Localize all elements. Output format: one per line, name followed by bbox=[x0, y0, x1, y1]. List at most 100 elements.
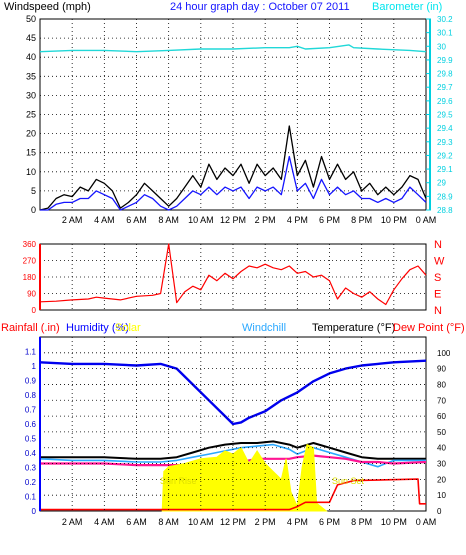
panel-wind-series bbox=[39, 44, 427, 211]
x-tick-label: 12 PM bbox=[220, 215, 246, 225]
panel-weather-axes: 0 0.1 0.2 0.3 0.4 0.5 0.6 0.7 0.8 0.9 1 1.1 0 10 20 30 4… bbox=[25, 337, 451, 527]
y2-tick-label: 29.6 bbox=[437, 97, 453, 106]
x-tick-label: 2 PM bbox=[255, 517, 276, 527]
series-wind-direction bbox=[39, 243, 427, 306]
series-solar bbox=[161, 443, 328, 512]
y-tick-label: 0.9 bbox=[25, 377, 37, 386]
series-barometer bbox=[39, 44, 427, 53]
panel-direction-series bbox=[39, 243, 427, 306]
y-tick-label: 0 bbox=[31, 205, 36, 215]
y-tick-label: 5 bbox=[31, 186, 36, 196]
x-tick-label: 6 PM bbox=[319, 517, 340, 527]
x-tick-label: 8 PM bbox=[351, 215, 372, 225]
y-tick-label: 0.3 bbox=[25, 464, 37, 473]
series-temperature-f bbox=[40, 440, 426, 460]
y2-tick-label: 60 bbox=[437, 412, 446, 421]
x-tick-label: 0 AM bbox=[416, 215, 437, 225]
y-tick-label: 0.7 bbox=[25, 406, 37, 415]
y2-tick-label: 29.7 bbox=[437, 83, 453, 92]
y2-tick-label: 50 bbox=[437, 428, 446, 437]
x-tick-label: 6 AM bbox=[126, 517, 147, 527]
y-tick-label: 0.4 bbox=[25, 449, 37, 458]
series-rainfall-in bbox=[40, 478, 426, 511]
annotation-sun-rise: Sun Rise bbox=[160, 476, 197, 486]
y2-tick-label: 30.1 bbox=[437, 29, 453, 38]
y-tick-label: 0.2 bbox=[25, 478, 37, 487]
panel-direction-grid bbox=[40, 244, 426, 310]
y-tick-label: 360 bbox=[23, 240, 37, 249]
y2-tick-label: 100 bbox=[437, 349, 451, 358]
y2-tick-label: 10 bbox=[437, 491, 446, 500]
y2-tick-label: 29.8 bbox=[437, 70, 453, 79]
y2-tick-label: 80 bbox=[437, 380, 446, 389]
y-tick-label: 90 bbox=[27, 290, 36, 299]
x-tick-label: 4 PM bbox=[287, 215, 308, 225]
x-tick-label: 6 PM bbox=[319, 215, 340, 225]
x-tick-label: 10 AM bbox=[188, 215, 214, 225]
y2-tick-label: 29.2 bbox=[437, 151, 453, 160]
x-tick-label: 2 AM bbox=[62, 517, 83, 527]
compass-label: N bbox=[434, 239, 442, 251]
y2-tick-label: 29.4 bbox=[437, 124, 453, 133]
y-tick-label: 10 bbox=[26, 167, 36, 177]
y-tick-label: 30 bbox=[26, 90, 36, 100]
panel-weather-grid bbox=[40, 337, 426, 511]
series-humidity bbox=[39, 359, 427, 426]
compass-label: N bbox=[434, 305, 442, 317]
legend-rainfall: Rainfall (.in) bbox=[1, 322, 60, 334]
x-tick-label: 10 PM bbox=[381, 517, 407, 527]
x-tick-label: 0 AM bbox=[416, 517, 437, 527]
x-tick-label: 10 PM bbox=[381, 215, 407, 225]
x-tick-label: 10 AM bbox=[188, 517, 214, 527]
y-tick-label: 15 bbox=[26, 148, 36, 158]
y2-tick-label: 20 bbox=[437, 475, 446, 484]
panel-wind-axes: 0 5 10 15 20 25 30 35 40 45 50 28.8 28.9 29 29.1 29.2 29… bbox=[26, 14, 453, 225]
y-tick-label: 35 bbox=[26, 71, 36, 81]
y-tick-label: 0 bbox=[32, 507, 37, 516]
x-tick-label: 6 AM bbox=[126, 215, 147, 225]
x-tick-label: 8 AM bbox=[158, 215, 179, 225]
y-tick-label: 270 bbox=[23, 257, 37, 266]
y-tick-label: 45 bbox=[26, 33, 36, 43]
legend-temperature: Temperature (°F) bbox=[312, 322, 395, 334]
y2-tick-label: 29.1 bbox=[437, 165, 453, 174]
compass-label: W bbox=[434, 256, 445, 268]
y-tick-label: 50 bbox=[26, 14, 36, 24]
legend-humidity: Humidity (%) bbox=[66, 322, 129, 334]
x-tick-label: 4 AM bbox=[94, 215, 115, 225]
y-tick-label: 0.6 bbox=[25, 420, 37, 429]
y2-tick-label: 90 bbox=[437, 365, 446, 374]
y2-tick-label: 30.2 bbox=[437, 15, 453, 24]
legend-dewpoint: Dew Point (°F) bbox=[393, 322, 465, 334]
panel-wind-ylabel: Windspeed (mph) bbox=[4, 1, 91, 13]
y2-tick-label: 40 bbox=[437, 444, 446, 453]
y2-tick-label: 70 bbox=[437, 396, 446, 405]
y-tick-label: 0.5 bbox=[25, 435, 37, 444]
panel-wind-ylabel-right: Barometer (in) bbox=[372, 1, 442, 13]
panel-wind-title: 24 hour graph day : October 07 2011 bbox=[170, 1, 350, 13]
y2-tick-label: 28.9 bbox=[437, 192, 453, 201]
y-tick-label: 20 bbox=[26, 129, 36, 139]
x-tick-label: 2 PM bbox=[255, 215, 276, 225]
y2-tick-label: 29.3 bbox=[437, 138, 453, 147]
y-tick-label: 25 bbox=[26, 110, 36, 120]
y2-tick-label: 28.8 bbox=[437, 206, 453, 215]
series-windspeed-average bbox=[40, 155, 427, 211]
y2-tick-label: 29.9 bbox=[437, 56, 453, 65]
y-tick-label: 180 bbox=[23, 273, 37, 282]
x-tick-label: 8 PM bbox=[351, 517, 372, 527]
y2-tick-label: 0 bbox=[437, 507, 442, 516]
y-tick-label: 0.8 bbox=[25, 391, 37, 400]
annotation-sun-set: Sun Set bbox=[332, 476, 365, 486]
y2-tick-label: 29.5 bbox=[437, 111, 453, 120]
y2-tick-label: 30 bbox=[437, 42, 446, 51]
x-tick-label: 12 PM bbox=[220, 517, 246, 527]
panel-wind-grid bbox=[40, 19, 426, 210]
y-tick-label: 0 bbox=[32, 306, 37, 315]
y2-tick-label: 30 bbox=[437, 460, 446, 469]
y-tick-label: 0.1 bbox=[25, 493, 37, 502]
compass-label: E bbox=[434, 289, 441, 301]
